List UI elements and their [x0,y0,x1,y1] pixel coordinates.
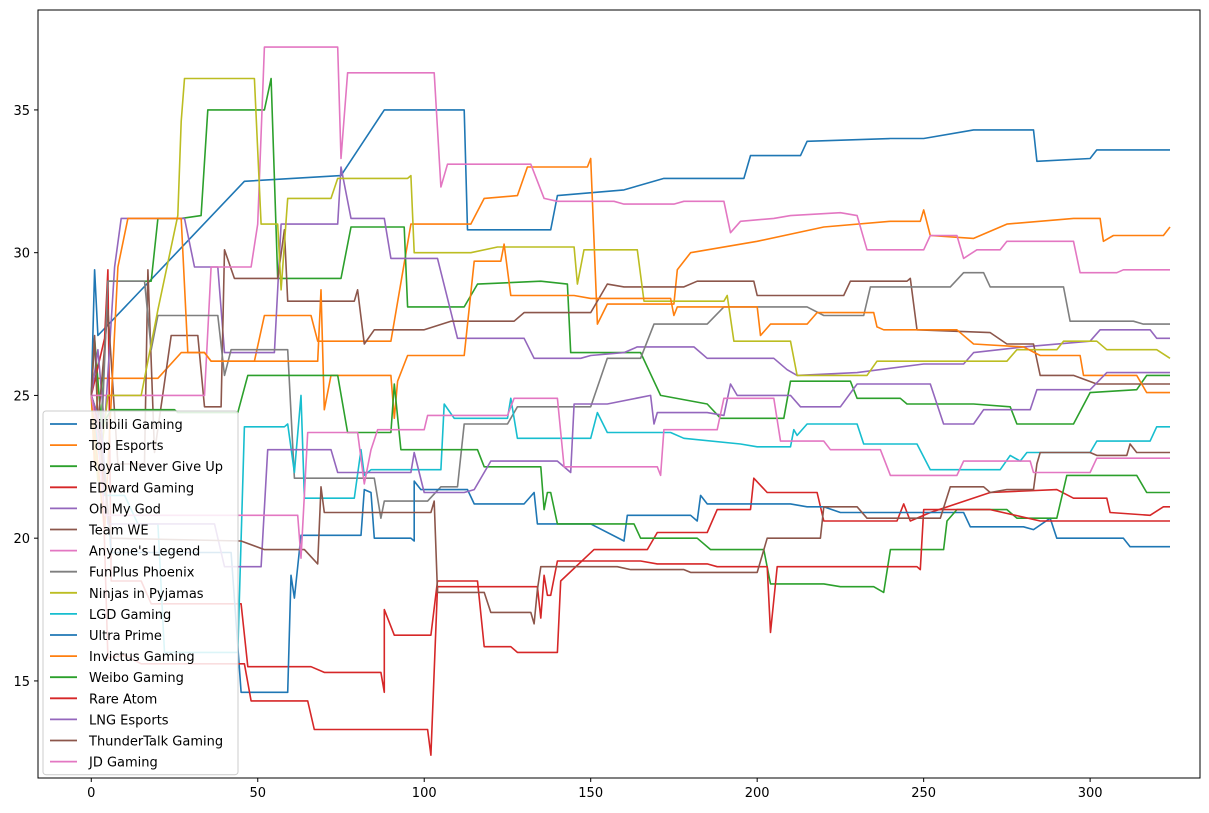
series-line-4 [90,166,1170,428]
series-line-8 [90,77,1171,482]
legend-label-1: Top Esports [88,439,164,454]
series-line-6 [91,46,1170,397]
legend-label-16: JD Gaming [88,756,158,771]
legend-label-5: Team WE [88,524,149,539]
x-tick-label-5: 250 [911,786,936,801]
series-line-0 [90,109,1170,396]
series-line-2 [90,77,1170,425]
series-line-15 [90,395,1170,625]
legend-label-13: Rare Atom [89,692,157,707]
y-tick-label-2: 25 [13,389,30,404]
x-tick-label-6: 300 [1078,786,1103,801]
legend-label-14: LNG Esports [89,713,169,728]
legend-label-4: Oh My God [89,502,161,517]
y-tick-label-3: 30 [13,247,30,262]
x-axis: 0 50 100 150 200 250 300 [87,778,1103,801]
legend-label-6: Anyone's Legend [89,545,200,560]
x-tick-label-2: 100 [412,786,437,801]
y-axis: 15 20 25 30 35 [13,104,38,690]
series-line-16 [90,395,1170,559]
legend-label-11: Invictus Gaming [89,650,195,665]
legend-label-3: EDward Gaming [89,481,194,496]
legend-label-2: Royal Never Give Up [89,460,223,475]
legend-label-0: Bilibili Gaming [89,418,183,433]
legend-box [42,410,239,776]
y-tick-label-1: 20 [13,532,30,547]
series-line-11 [90,217,1170,534]
x-tick-label-0: 0 [87,786,95,801]
legend-label-7: FunPlus Phoenix [89,566,195,581]
series-line-5 [90,229,1170,465]
series-line-14 [90,371,1170,568]
series-line-3 [90,269,1170,694]
legend-label-10: Ultra Prime [89,629,162,644]
y-tick-label-0: 15 [13,675,30,690]
series-line-9 [90,394,1170,654]
legend-label-15: ThunderTalk Gaming [88,735,223,750]
x-tick-label-3: 150 [578,786,603,801]
legend-label-8: Ninjas in Pyjamas [89,587,204,602]
legend-label-9: LGD Gaming [89,608,171,623]
legend: Bilibili Gaming Top Esports Royal Never Gi… [42,410,239,776]
series-line-7 [90,271,1170,519]
x-tick-label-1: 50 [249,786,266,801]
y-tick-label-4: 35 [13,104,30,119]
x-tick-label-4: 200 [745,786,770,801]
legend-label-12: Weibo Gaming [89,671,184,686]
